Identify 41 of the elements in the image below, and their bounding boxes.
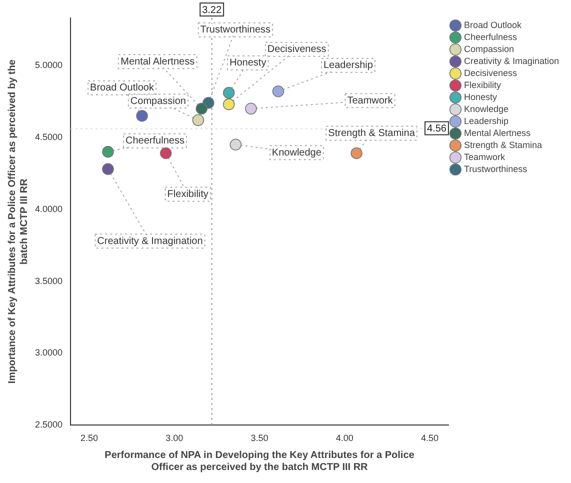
legend-label: Compassion <box>464 44 514 54</box>
legend-label: Creativity & Imagination <box>464 56 560 66</box>
y-tick-label: 3.5000 <box>34 276 63 286</box>
x-axis-title: Performance of NPA in Developing the Key Attributes for a Police Officer as perceived by the batch MCTP III RR <box>104 450 415 473</box>
text: Leadership <box>323 60 373 72</box>
x-tick-label: 3.50 <box>250 433 268 444</box>
y-tick-label: 4.0000 <box>34 204 63 214</box>
text: Flexibility <box>167 189 208 200</box>
text: Mental Alertness <box>120 56 195 68</box>
text: Honesty <box>230 58 266 69</box>
text: Strength & Stamina <box>328 128 415 140</box>
legend-label: Cheerfulness <box>464 32 518 42</box>
legend-label: Mental Alertness <box>464 128 531 138</box>
text: Trustworthiness <box>200 24 271 36</box>
legend-label: Broad Outlook <box>464 20 522 30</box>
legend-label: Strength & Stamina <box>464 140 542 150</box>
x-tick-label: 3.00 <box>166 433 184 444</box>
text: Compassion <box>130 96 186 107</box>
y-tick-label: 3.0000 <box>34 348 63 358</box>
legend-label: Decisiveness <box>464 68 518 78</box>
y-axis-title: Importance of Key Attributes for a Police Officer as perceived by the batch MCTP III RR <box>6 59 30 384</box>
legend-label: Honesty <box>464 92 498 102</box>
x-tick-label: 2.50 <box>80 433 98 444</box>
legend-label: Flexibility <box>464 80 502 90</box>
legend-label: Leadership <box>464 116 509 126</box>
ref-line-label: 3.22 <box>202 4 222 16</box>
text: Decisiveness <box>267 44 326 56</box>
text: Creativity & Imagination <box>97 236 203 247</box>
text: Broad Outlook <box>90 82 154 94</box>
text: Knowledge <box>272 147 322 158</box>
x-tick-label: 4.50 <box>420 433 438 444</box>
y-tick-label: 2.5000 <box>34 420 63 430</box>
legend-label: Teamwork <box>464 152 506 162</box>
y-tick-label: 5.0000 <box>34 60 63 70</box>
y-tick-label: 4.5000 <box>34 132 63 142</box>
ref-line-label: 4.56 <box>426 124 447 135</box>
legend-label: Trustworthiness <box>464 164 528 174</box>
text: Cheerfulness <box>126 136 184 147</box>
text: Teamwork <box>347 95 393 106</box>
legend-label: Knowledge <box>464 104 509 114</box>
x-tick-label: 4.00 <box>336 433 354 444</box>
